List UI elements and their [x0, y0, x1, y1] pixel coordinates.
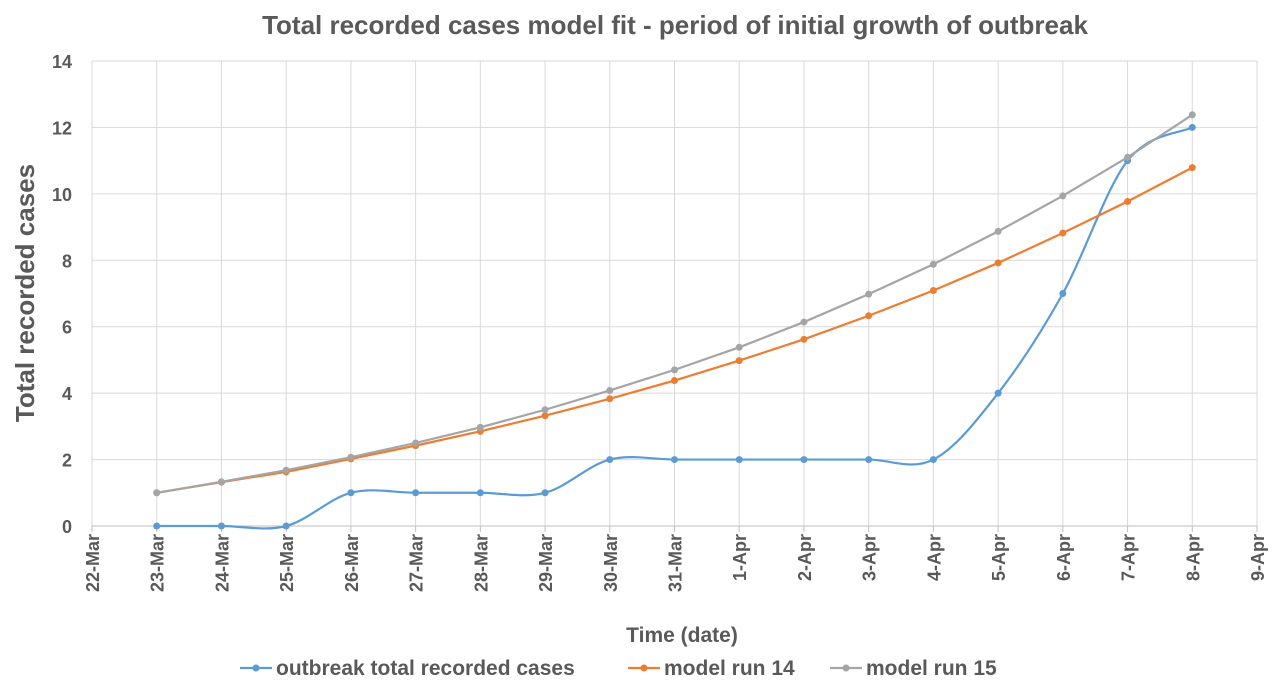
data-point — [217, 478, 225, 486]
x-tick-label: 1-Apr — [730, 534, 750, 581]
data-point — [994, 227, 1002, 235]
data-point — [217, 522, 225, 530]
data-point — [1188, 123, 1196, 131]
data-point — [153, 522, 161, 530]
data-point — [282, 522, 290, 530]
legend-marker — [640, 664, 648, 672]
data-point — [1188, 111, 1196, 119]
x-tick-label: 3-Apr — [860, 534, 880, 581]
data-point — [865, 290, 873, 298]
data-point — [800, 456, 808, 464]
x-tick-label: 2-Apr — [795, 534, 815, 581]
data-point — [735, 456, 743, 464]
x-tick-label: 8-Apr — [1183, 534, 1203, 581]
data-point — [735, 357, 743, 365]
y-tick-label: 2 — [62, 451, 72, 471]
data-point — [1059, 229, 1067, 237]
data-point — [671, 366, 678, 374]
y-tick-label: 4 — [62, 384, 72, 404]
data-point — [800, 335, 808, 343]
data-point — [347, 489, 355, 497]
x-tick-label: 25-Mar — [277, 534, 297, 592]
data-point — [671, 456, 678, 464]
data-point — [541, 412, 549, 420]
data-point — [929, 456, 937, 464]
data-point — [476, 423, 484, 431]
data-point — [671, 377, 678, 385]
data-point — [476, 489, 484, 497]
x-tick-label: 26-Mar — [342, 534, 362, 592]
data-point — [1059, 290, 1067, 297]
y-axis-label: Total recorded cases — [10, 164, 40, 422]
x-tick-label: 9-Apr — [1248, 534, 1268, 581]
x-tick-label: 28-Mar — [471, 534, 491, 592]
x-axis-label: Time (date) — [626, 624, 738, 647]
data-point — [412, 489, 420, 497]
x-tick-label: 7-Apr — [1119, 534, 1139, 581]
data-point — [1124, 197, 1132, 205]
data-point — [994, 389, 1002, 397]
x-tick-label: 22-Mar — [83, 534, 103, 592]
legend-label: model run 14 — [664, 657, 795, 680]
x-tick-label: 5-Apr — [989, 534, 1009, 581]
data-point — [865, 456, 873, 464]
y-tick-label: 8 — [62, 251, 72, 271]
chart-title: Total recorded cases model fit - period … — [262, 10, 1088, 40]
y-tick-label: 14 — [52, 52, 72, 72]
x-tick-label: 30-Mar — [601, 534, 621, 592]
x-tick-label: 29-Mar — [536, 534, 556, 592]
data-point — [347, 453, 355, 461]
x-tick-label: 23-Mar — [148, 534, 168, 592]
legend-marker — [252, 664, 260, 672]
y-tick-label: 0 — [62, 517, 72, 537]
series-line — [156, 126, 1193, 530]
x-tick-label: 31-Mar — [666, 534, 686, 592]
data-point — [282, 466, 290, 474]
x-tick-label: 27-Mar — [407, 534, 427, 592]
data-point — [606, 386, 614, 394]
data-point — [1124, 153, 1132, 161]
data-point — [606, 395, 614, 403]
data-point — [994, 259, 1002, 267]
legend-label: model run 15 — [866, 657, 997, 680]
y-tick-label: 6 — [62, 318, 72, 338]
data-point — [1059, 192, 1067, 200]
data-point — [865, 312, 873, 320]
data-point — [929, 287, 937, 295]
legend-label: outbreak total recorded cases — [276, 657, 575, 680]
data-point — [412, 439, 420, 447]
data-point — [735, 343, 743, 351]
data-point — [153, 489, 161, 497]
y-tick-label: 12 — [52, 118, 72, 138]
data-point — [541, 406, 549, 414]
x-tick-label: 6-Apr — [1054, 534, 1074, 581]
data-point — [929, 260, 937, 268]
data-point — [541, 489, 549, 497]
legend-marker — [842, 664, 850, 672]
data-point — [800, 318, 808, 326]
data-point — [606, 456, 614, 464]
x-tick-label: 24-Mar — [212, 534, 232, 592]
data-point — [1188, 164, 1196, 172]
y-tick-label: 10 — [52, 185, 72, 205]
x-tick-label: 4-Apr — [924, 534, 944, 581]
